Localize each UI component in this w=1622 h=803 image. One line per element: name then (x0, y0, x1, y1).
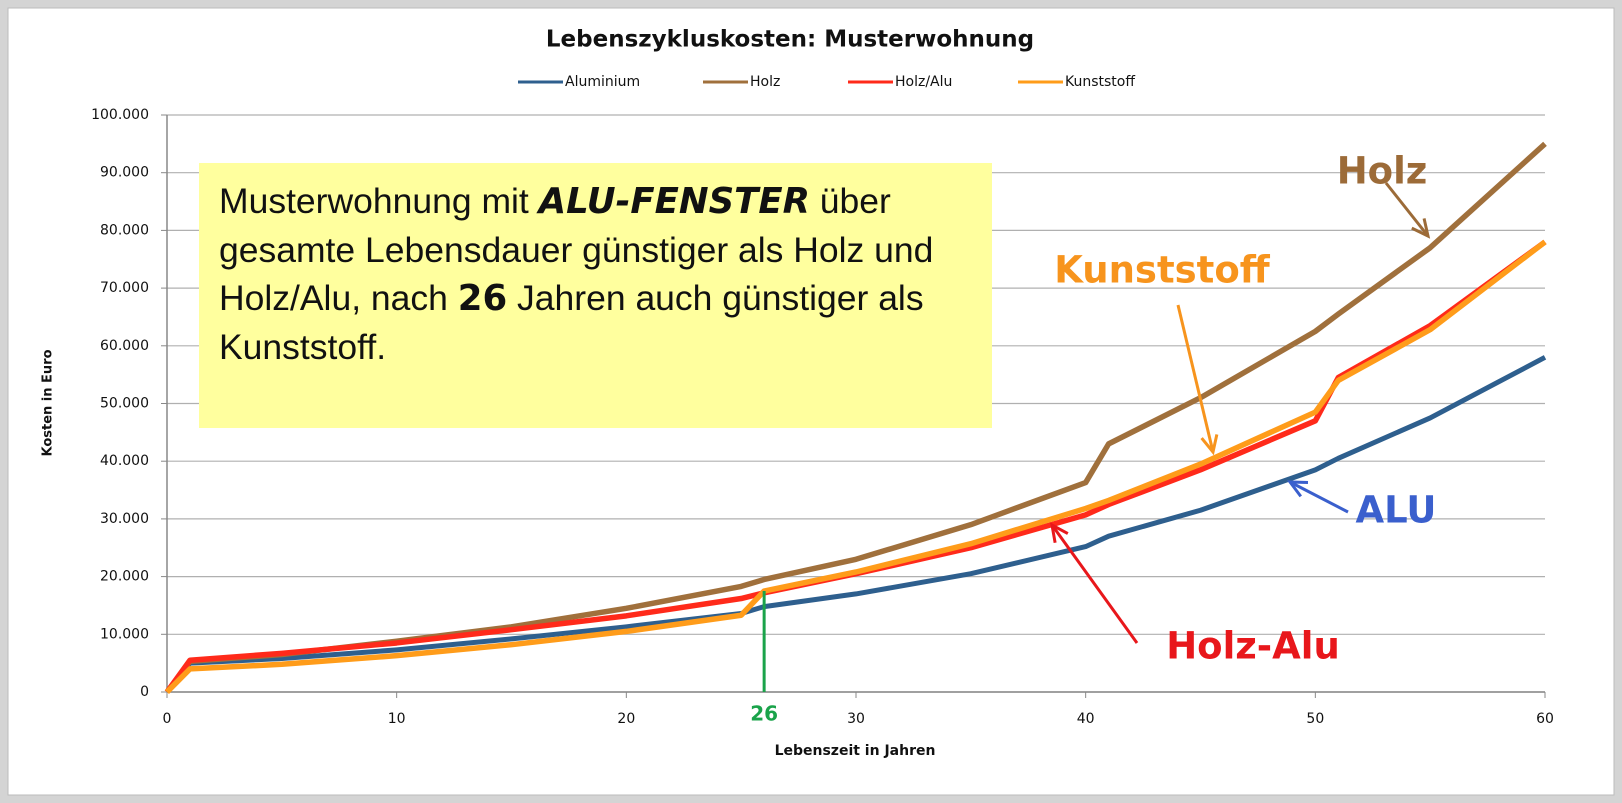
y-tick-label: 50.000 (100, 396, 149, 412)
legend-label: Kunststoff (1065, 74, 1135, 90)
legend-label: Aluminium (565, 74, 640, 90)
legend-label: Holz (750, 74, 780, 90)
annotation-arrow (1384, 182, 1430, 237)
annotation-label: Holz-Alu (1166, 625, 1340, 668)
annotation-arrowhead (1411, 218, 1431, 239)
y-tick-label: 0 (140, 684, 149, 700)
y-tick-label: 90.000 (100, 165, 149, 181)
callout-text: ALU-FENSTER (538, 181, 810, 222)
annotation-label: Kunststoff (1054, 249, 1271, 292)
y-tick-label: 10.000 (100, 626, 149, 642)
callout-text: Jahren auch günstiger als Kunststoff. (219, 278, 924, 367)
y-tick-label: 20.000 (100, 569, 149, 585)
annotation-arrow (1050, 524, 1139, 644)
annotation-arrowhead (1286, 480, 1309, 498)
callout-text: über gesamte Lebensdauer günstiger als H… (219, 181, 934, 318)
callout-text: 26 (457, 278, 508, 319)
callout-text: Musterwohnung mit (219, 181, 539, 221)
annotation-arrowhead (1200, 434, 1219, 456)
x-tick-label: 40 (1077, 711, 1095, 727)
y-tick-label: 70.000 (100, 280, 149, 296)
annotation-label: Holz (1337, 150, 1428, 193)
y-tick-label: 80.000 (100, 222, 149, 238)
series-line (165, 239, 1547, 694)
x-tick-label: 20 (617, 711, 635, 727)
series-line (165, 355, 1547, 694)
marker-label: 26 (750, 702, 778, 726)
x-tick-label: 60 (1536, 711, 1554, 727)
legend-label: Holz/Alu (895, 74, 952, 90)
x-tick-label: 50 (1306, 711, 1324, 727)
annotation-arrow (1289, 480, 1349, 514)
y-axis-label: Kosten in Euro (41, 349, 56, 456)
annotation-label: ALU (1356, 489, 1437, 532)
y-tick-label: 100.000 (91, 107, 149, 123)
callout: Musterwohnung mit ALU-FENSTER über gesam… (199, 163, 992, 428)
x-tick-label: 0 (163, 711, 172, 727)
chart-title: Lebenszykluskosten: Musterwohnung (546, 27, 1034, 53)
y-tick-label: 40.000 (100, 453, 149, 469)
y-tick-label: 60.000 (100, 338, 149, 354)
x-tick-label: 10 (388, 711, 406, 727)
x-tick-label: 30 (847, 711, 865, 727)
annotation-arrowhead (1049, 522, 1069, 543)
annotation-arrow (1176, 304, 1215, 453)
y-tick-label: 30.000 (100, 511, 149, 527)
x-axis-label: Lebenszeit in Jahren (775, 743, 936, 759)
